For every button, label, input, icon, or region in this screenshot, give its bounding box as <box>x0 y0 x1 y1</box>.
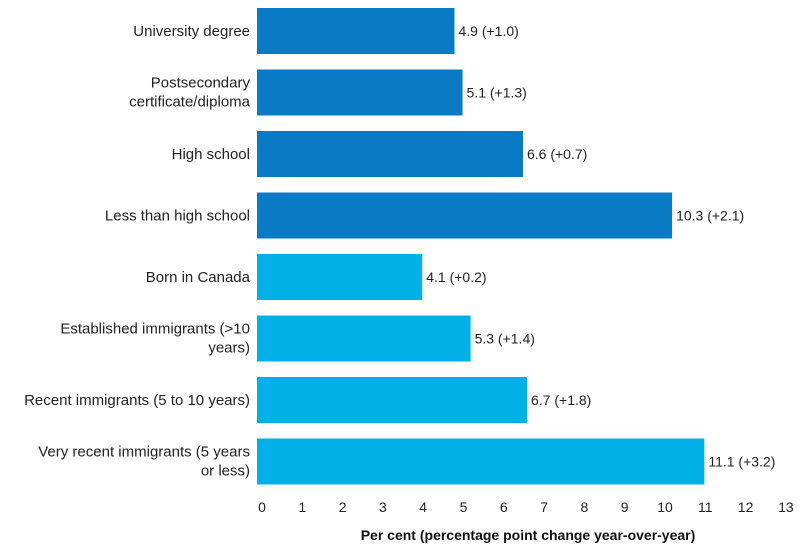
data-label-1: 5.1 (+1.3) <box>467 85 527 101</box>
bars-group <box>257 8 705 485</box>
x-tick-6: 6 <box>500 499 508 515</box>
x-tick-0: 0 <box>258 499 266 515</box>
category-label-1: Postsecondary certificate/diploma <box>129 75 251 111</box>
bar-7 <box>257 438 705 485</box>
category-label-0: University degree <box>133 23 250 40</box>
data-label-0: 4.9 (+1.0) <box>458 23 518 39</box>
x-tick-10: 10 <box>657 499 673 515</box>
x-axis-ticks: 0 1 2 3 4 5 6 7 8 9 10 11 12 13 <box>258 499 794 515</box>
x-tick-3: 3 <box>379 499 387 515</box>
x-axis-title: Per cent (percentage point change year-o… <box>361 527 696 543</box>
x-tick-13: 13 <box>778 499 794 515</box>
x-tick-12: 12 <box>738 499 754 515</box>
bar-0 <box>257 8 455 54</box>
bar-1 <box>257 69 463 116</box>
bar-5 <box>257 315 471 362</box>
bar-6 <box>257 377 528 423</box>
data-label-4: 4.1 (+0.2) <box>426 269 486 285</box>
data-label-3: 10.3 (+2.1) <box>676 208 744 224</box>
x-tick-9: 9 <box>621 499 629 515</box>
bar-2 <box>257 131 523 177</box>
data-label-7: 11.1 (+3.2) <box>708 454 775 470</box>
category-labels: University degree Postsecondary certificat… <box>24 23 251 480</box>
x-tick-5: 5 <box>460 499 468 515</box>
category-label-7: Very recent immigrants (5 years or less) <box>38 444 250 480</box>
x-tick-4: 4 <box>419 499 427 515</box>
bar-4 <box>257 254 423 300</box>
category-label-6: Recent immigrants (5 to 10 years) <box>24 392 250 409</box>
category-label-4: Born in Canada <box>146 269 251 286</box>
x-tick-7: 7 <box>540 499 548 515</box>
bar-3 <box>257 192 673 239</box>
x-tick-2: 2 <box>339 499 347 515</box>
data-labels: 4.9 (+1.0) 5.1 (+1.3) 6.6 (+0.7) 10.3 (+2.1… <box>426 23 775 470</box>
data-label-5: 5.3 (+1.4) <box>475 331 535 347</box>
category-label-2: High school <box>172 146 250 163</box>
x-tick-8: 8 <box>581 499 589 515</box>
category-label-3: Less than high school <box>105 208 250 225</box>
category-label-5: Established immigrants (>10 years) <box>60 321 250 357</box>
data-label-2: 6.6 (+0.7) <box>527 146 587 162</box>
data-label-6: 6.7 (+1.8) <box>531 392 591 408</box>
x-tick-1: 1 <box>298 499 306 515</box>
x-tick-11: 11 <box>698 499 713 515</box>
